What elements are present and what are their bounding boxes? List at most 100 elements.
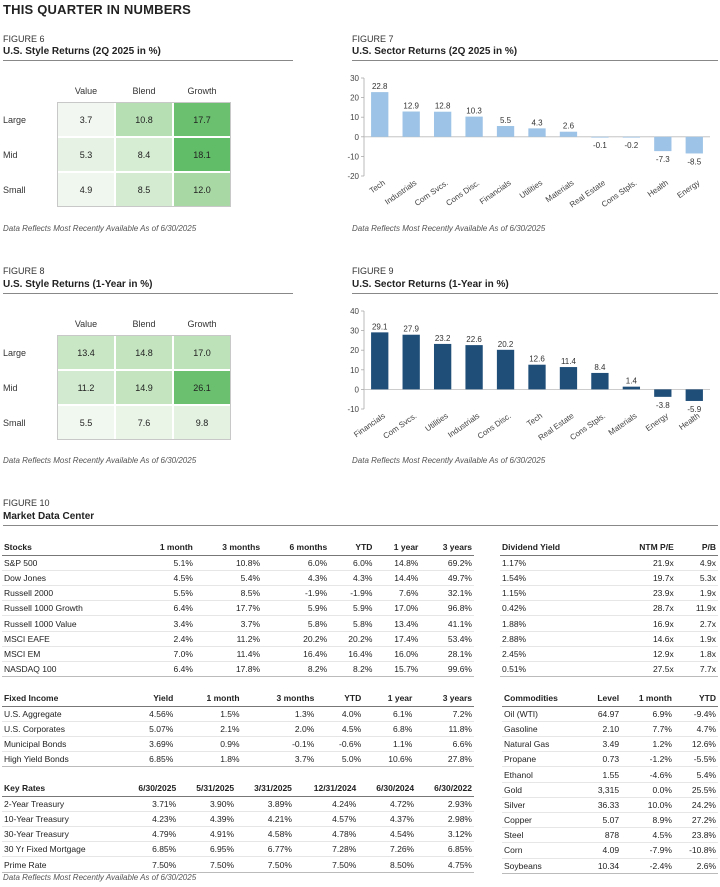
table-cell: 1.54% bbox=[500, 570, 609, 587]
figure-10-rule bbox=[3, 525, 718, 526]
table-header-cell: P/B bbox=[675, 540, 718, 556]
table-row: 2-Year Treasury 3.71% 3.90% 3.89% 4.24% 4.72%… bbox=[2, 796, 474, 812]
figure-8-title: U.S. Style Returns (1-Year in %) bbox=[3, 279, 153, 290]
table-row: 1.15% 23.9x 1.9x bbox=[500, 585, 718, 602]
table-cell: 3.12% bbox=[416, 826, 474, 843]
table-header-cell: Yield bbox=[124, 691, 176, 707]
figure-7-rule bbox=[352, 60, 718, 61]
figure-6-note: Data Reflects Most Recently Available As… bbox=[3, 224, 197, 233]
y-tick-label: 20 bbox=[350, 94, 359, 103]
table-cell: 7.0% bbox=[135, 646, 195, 663]
table-cell: 4.24% bbox=[293, 796, 359, 812]
table-cell: 2-Year Treasury bbox=[2, 796, 121, 812]
bar-value-label: -8.5 bbox=[687, 157, 701, 166]
table-cell: 16.9x bbox=[608, 615, 676, 632]
table-row: Silver 36.33 10.0% 24.2% bbox=[502, 797, 718, 814]
figure-6-label: FIGURE 6 bbox=[3, 34, 45, 44]
figure-9-rule bbox=[352, 293, 718, 294]
table-cell: 4.9x bbox=[675, 555, 718, 571]
table-header-cell: 6/30/2022 bbox=[416, 781, 474, 797]
table-cell: 64.97 bbox=[584, 706, 622, 722]
table-cell: 6.8% bbox=[363, 721, 415, 738]
table-cell: 20.2% bbox=[329, 631, 375, 647]
table-cell: 41.1% bbox=[420, 615, 474, 632]
table-row: 1.54% 19.7x 5.3x bbox=[500, 570, 718, 587]
heatmap-row-header: Large bbox=[3, 348, 27, 358]
table-cell: 5.9% bbox=[329, 600, 375, 617]
table-cell: 7.50% bbox=[120, 856, 179, 873]
table-cell: Natural Gas bbox=[502, 736, 585, 753]
table-header-cell: YTD bbox=[329, 540, 375, 556]
heatmap-row-header: Small bbox=[3, 185, 26, 195]
table-row: Ethanol 1.55 -4.6% 5.4% bbox=[502, 766, 718, 783]
bar bbox=[685, 389, 703, 401]
table-cell: 6.6% bbox=[414, 736, 474, 753]
table-cell: 4.75% bbox=[416, 856, 474, 873]
table-cell: 6.95% bbox=[178, 841, 237, 858]
table-cell: Ethanol bbox=[502, 766, 585, 783]
table-cell: -7.9% bbox=[621, 842, 674, 859]
heatmap-column-header: Blend bbox=[132, 319, 156, 329]
table-cell: 12.6% bbox=[673, 736, 718, 753]
table-row: 10-Year Treasury 4.23% 4.39% 4.21% 4.57% 4.37… bbox=[2, 811, 474, 828]
table-cell: 6.0% bbox=[262, 555, 330, 571]
table-header-cell: YTD bbox=[316, 691, 364, 707]
bar-value-label: 11.4 bbox=[561, 357, 577, 366]
table-cell: 8.2% bbox=[262, 661, 330, 678]
table-cell: 0.9% bbox=[175, 736, 242, 753]
table-cell: -1.2% bbox=[621, 751, 674, 768]
table-cell: 4.5% bbox=[316, 721, 364, 738]
table-cell: 2.93% bbox=[416, 796, 474, 812]
table-cell: 13.4% bbox=[374, 615, 421, 632]
table-cell: 2.1% bbox=[175, 721, 242, 738]
table-header-cell: Key Rates bbox=[2, 781, 121, 797]
table-row: 30-Year Treasury 4.79% 4.91% 4.58% 4.78% 4.54… bbox=[2, 826, 474, 843]
table-cell: Russell 1000 Growth bbox=[2, 600, 136, 617]
table-header-cell: 1 year bbox=[363, 691, 415, 707]
table-cell: 5.0% bbox=[316, 751, 364, 768]
figure-8-label: FIGURE 8 bbox=[3, 266, 45, 276]
table-cell: 7.26% bbox=[358, 841, 417, 858]
bar-value-label: -0.2 bbox=[624, 141, 638, 150]
category-label: Com Svcs. bbox=[413, 178, 450, 208]
table-cell: 17.4% bbox=[374, 631, 421, 647]
table-row: Gold 3,315 0.0% 25.5% bbox=[502, 782, 718, 798]
table-cell: 2.4% bbox=[135, 631, 195, 647]
table-cell: 2.10 bbox=[584, 721, 622, 738]
table-cell: 7.50% bbox=[293, 856, 359, 873]
bar bbox=[622, 386, 641, 390]
heatmap-frame bbox=[57, 102, 231, 207]
bar-value-label: 27.9 bbox=[403, 325, 419, 334]
table-header-cell: 3 years bbox=[420, 540, 474, 556]
table-cell: 5.5% bbox=[135, 585, 195, 602]
table-cell: 1.17% bbox=[500, 555, 609, 571]
table-cell: 4.21% bbox=[236, 811, 294, 828]
commodities-table: Commodities Level 1 month YTD Oil (WTI) 64.97… bbox=[502, 691, 718, 874]
table-cell: 16.0% bbox=[374, 646, 421, 663]
table-cell: 7.6% bbox=[374, 585, 421, 602]
table-cell: 0.73 bbox=[584, 751, 622, 768]
table-row: Propane 0.73 -1.2% -5.5% bbox=[502, 751, 718, 768]
table-cell: 6.4% bbox=[135, 600, 195, 617]
table-row: Corn 4.09 -7.9% -10.8% bbox=[502, 842, 718, 859]
table-cell: 32.1% bbox=[420, 585, 474, 602]
table-cell: 8.5% bbox=[194, 585, 263, 602]
table-cell: 12.9x bbox=[608, 646, 676, 663]
table-cell: 99.6% bbox=[420, 661, 474, 678]
table-cell: 4.7% bbox=[673, 721, 718, 738]
heatmap-cell: 8.5 bbox=[115, 172, 173, 207]
category-label: Cons Disc. bbox=[476, 411, 513, 441]
table-row: 1.17% 21.9x 4.9x bbox=[500, 555, 718, 571]
table-cell: 3.49 bbox=[584, 736, 622, 753]
bar-value-label: -0.1 bbox=[593, 141, 607, 150]
table-header-cell: 6 months bbox=[262, 540, 330, 556]
figure-10-note: Data Reflects Most Recently Available As… bbox=[3, 873, 197, 882]
category-label: Health bbox=[677, 411, 701, 432]
table-cell: S&P 500 bbox=[2, 555, 136, 571]
table-cell: -10.8% bbox=[673, 842, 718, 859]
table-cell: 17.7% bbox=[194, 600, 263, 617]
table-cell: 5.4% bbox=[194, 570, 263, 587]
heatmap-cell: 9.8 bbox=[173, 405, 231, 440]
heatmap-column-header: Blend bbox=[132, 86, 156, 96]
table-cell: 4.23% bbox=[120, 811, 179, 828]
